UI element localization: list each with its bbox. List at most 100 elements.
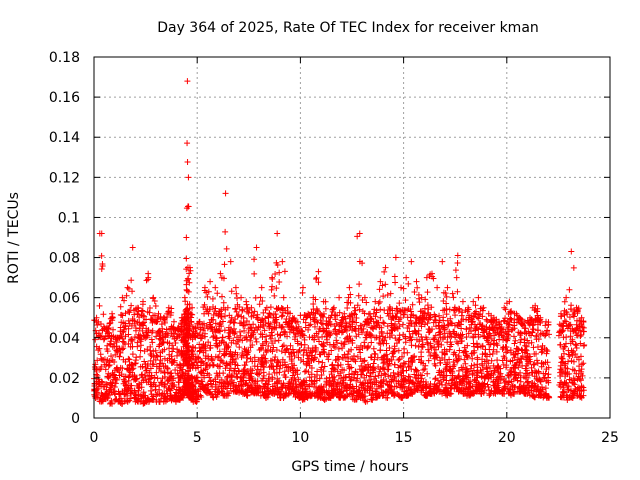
roti-point [169, 342, 176, 349]
roti-point [164, 390, 171, 397]
roti-point [147, 365, 154, 372]
roti-point [99, 396, 106, 403]
roti-point [217, 328, 224, 335]
roti-point [99, 379, 106, 386]
roti-point [405, 280, 412, 287]
roti-point [217, 357, 224, 364]
roti-point [263, 377, 270, 384]
y-tick-label: 0.06 [49, 291, 80, 307]
roti-point [221, 352, 228, 359]
roti-point [510, 333, 517, 340]
roti-point [318, 371, 325, 378]
roti-point [103, 390, 110, 397]
roti-point [377, 347, 384, 354]
roti-point [212, 376, 219, 383]
roti-point [377, 306, 384, 313]
roti-point [483, 365, 490, 372]
roti-point [241, 327, 248, 334]
roti-point [283, 346, 290, 353]
roti-point [259, 334, 266, 341]
roti-point [563, 334, 570, 341]
roti-point [282, 374, 289, 381]
roti-point [213, 335, 220, 342]
roti-point [107, 341, 114, 348]
roti-point [240, 314, 247, 321]
roti-point [222, 365, 229, 372]
roti-point [381, 320, 388, 327]
roti-point [256, 370, 263, 377]
roti-point [303, 314, 310, 321]
roti-point [98, 252, 105, 259]
roti-point [140, 298, 147, 305]
roti-point [328, 347, 335, 354]
roti-point [279, 323, 286, 330]
roti-point [92, 361, 99, 368]
roti-point [243, 358, 250, 365]
roti-point [292, 394, 299, 401]
roti-point [270, 366, 277, 373]
roti-point [148, 352, 155, 359]
roti-point [142, 332, 149, 339]
roti-point [323, 320, 330, 327]
roti-point [186, 327, 193, 334]
roti-point [155, 310, 162, 317]
roti-point [121, 326, 128, 333]
roti-point [186, 270, 193, 277]
roti-point [274, 306, 281, 313]
roti-point [334, 312, 341, 319]
roti-point [206, 362, 213, 369]
y-tick-label: 0.1 [58, 210, 80, 226]
roti-point [112, 374, 119, 381]
roti-point [248, 304, 255, 311]
roti-point [265, 381, 272, 388]
roti-point [128, 382, 135, 389]
roti-point [345, 348, 352, 355]
roti-point [370, 360, 377, 367]
roti-point [160, 314, 167, 321]
roti-point [207, 321, 214, 328]
roti-point [127, 369, 134, 376]
roti-point [134, 343, 141, 350]
roti-point [93, 314, 100, 321]
roti-point [124, 386, 131, 393]
roti-point [267, 312, 274, 319]
roti-point [259, 316, 266, 323]
roti-point [303, 377, 310, 384]
roti-point [272, 318, 279, 325]
roti-point [251, 354, 258, 361]
roti-point [309, 334, 316, 341]
roti-point [122, 358, 129, 365]
roti-point [108, 353, 115, 360]
roti-point [158, 379, 165, 386]
roti-point [133, 375, 140, 382]
roti-point [277, 332, 284, 339]
roti-point [200, 340, 207, 347]
roti-point [195, 388, 202, 395]
roti-point [197, 359, 204, 366]
roti-point [209, 303, 216, 310]
roti-point [305, 310, 312, 317]
roti-point [144, 362, 151, 369]
x-tick-label: 20 [498, 430, 516, 446]
roti-point [334, 389, 341, 396]
roti-point [291, 353, 298, 360]
roti-point [396, 300, 403, 307]
roti-point [127, 390, 134, 397]
roti-point [159, 325, 166, 332]
roti-point [258, 284, 265, 291]
roti-point [186, 279, 193, 286]
roti-point [307, 321, 314, 328]
roti-point [225, 381, 232, 388]
roti-point [338, 329, 345, 336]
roti-point [442, 381, 449, 388]
roti-point [276, 279, 283, 286]
roti-point [341, 310, 348, 317]
roti-point [118, 371, 125, 378]
roti-point [134, 304, 141, 311]
roti-point [175, 384, 182, 391]
roti-point [137, 342, 144, 349]
roti-point [113, 396, 120, 403]
roti-point [368, 339, 375, 346]
roti-point [191, 374, 198, 381]
roti-point [329, 361, 336, 368]
